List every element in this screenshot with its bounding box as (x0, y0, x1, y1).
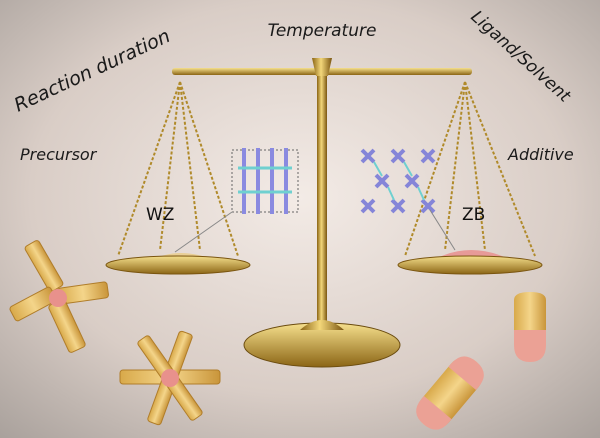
chains (117, 81, 536, 257)
balance (105, 58, 543, 368)
zb-pointer (429, 209, 456, 251)
label-precursor: Precursor (20, 145, 98, 164)
zb-structure (360, 148, 456, 251)
wz-structure (174, 148, 299, 253)
rod-upright (514, 292, 546, 362)
base-neck (300, 320, 344, 330)
pillar (317, 76, 327, 326)
multipod (119, 330, 221, 426)
wz-pointer (174, 211, 233, 253)
tetrapod (9, 240, 109, 353)
label-additive: Additive (507, 145, 574, 164)
left-pan (105, 255, 251, 275)
phase-zb: ZB (462, 205, 485, 225)
right-pan (397, 255, 543, 275)
rod-tilted (416, 356, 484, 430)
pivot (312, 58, 332, 76)
phase-wz: WZ (146, 205, 174, 225)
label-temperature: Temperature (268, 21, 377, 41)
